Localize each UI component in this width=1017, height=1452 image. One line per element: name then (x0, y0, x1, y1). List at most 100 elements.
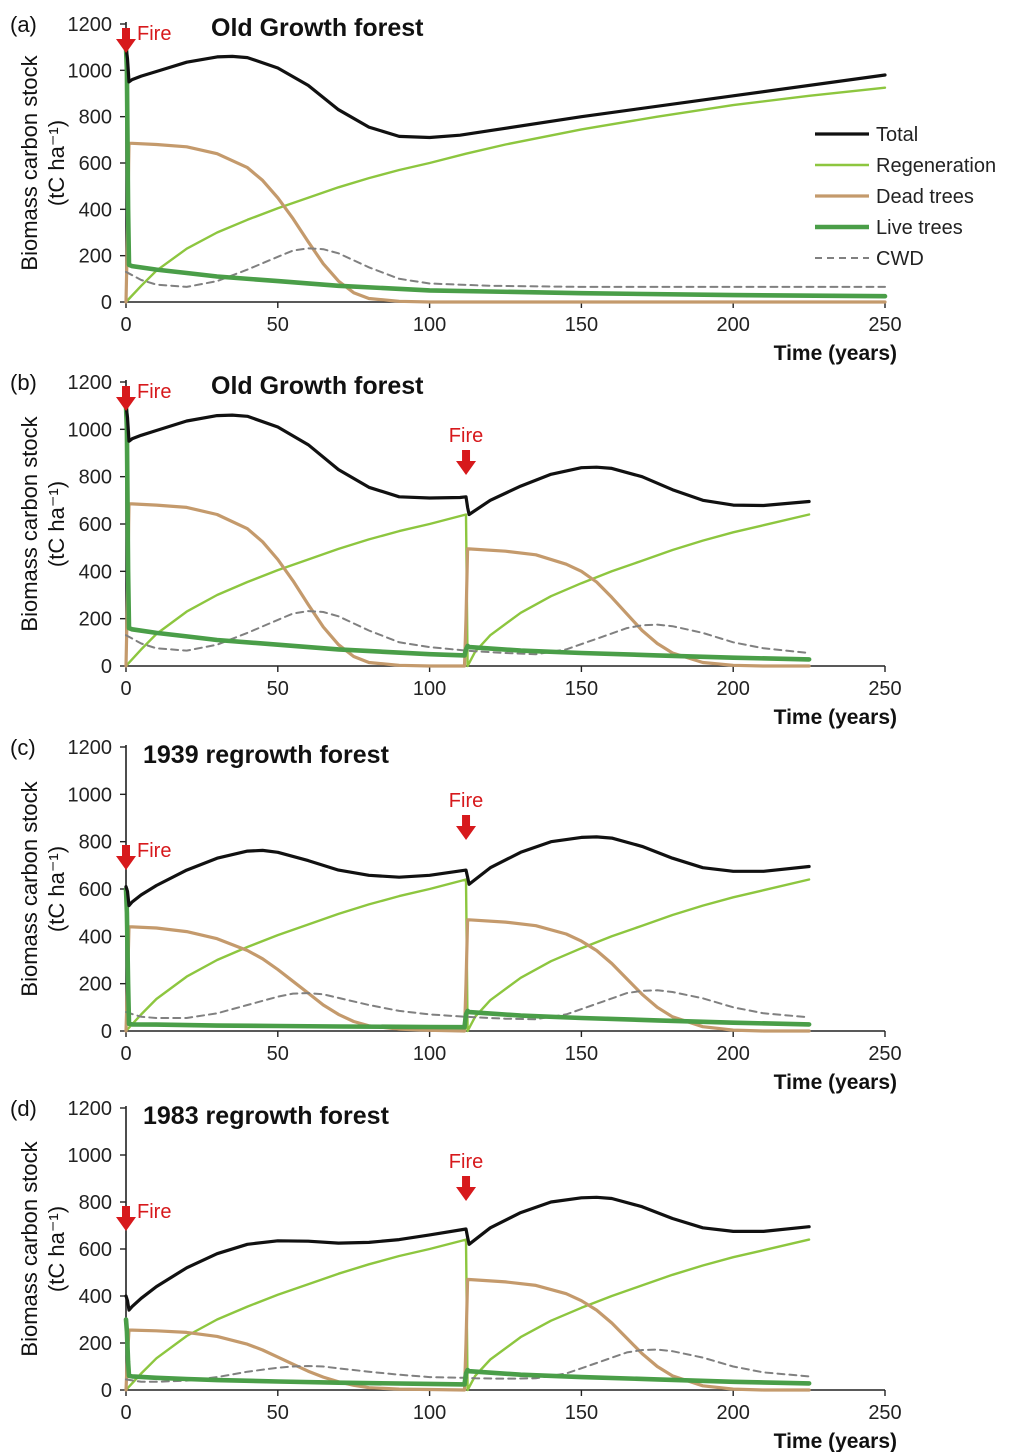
x-tick-label: 50 (267, 678, 289, 700)
fire-label: Fire (137, 1201, 171, 1223)
fire-marker: Fire (449, 425, 483, 475)
series-line-total (126, 837, 809, 906)
fire-label: Fire (449, 1151, 483, 1173)
y-tick-label: 200 (79, 246, 112, 268)
y-axis-label-unit: (tC ha⁻¹) (44, 120, 69, 206)
legend: Total Regeneration Dead trees Live trees CWD (815, 124, 996, 270)
x-tick-label: 0 (120, 314, 131, 336)
y-axis-label: Biomass carbon stock (17, 54, 42, 270)
x-tick-label: 200 (717, 678, 750, 700)
fire-marker: Fire (116, 381, 171, 411)
y-axis-label-unit: (tC ha⁻¹) (44, 481, 69, 567)
chart-panel-3: 0200400600800100012000 50 100 150 200 250Time… (10, 735, 902, 1094)
y-tick-label: 200 (79, 609, 112, 631)
series-line-live-trees (126, 47, 885, 296)
x-tick-label: 250 (868, 1043, 901, 1065)
y-axis-label-unit: (tC ha⁻¹) (44, 846, 69, 932)
fire-label: Fire (137, 23, 171, 45)
fire-marker: Fire (116, 1201, 171, 1231)
x-tick-label: 150 (565, 1402, 598, 1424)
y-axis-label: Biomass carbon stock (17, 415, 42, 631)
fire-arrow-icon (456, 815, 476, 840)
series-line-regeneration (126, 88, 885, 302)
panel-label: (b) (10, 370, 37, 395)
chart-panel-2: 0 200 400 600 800 1000 1200 0 50 100 150 200 250 Time… (10, 370, 902, 729)
x-tick-label: 100 (413, 1043, 446, 1065)
y-tick-label: 1000 (68, 419, 113, 441)
y-tick-label: 400 (79, 1286, 112, 1308)
y-tick-label: 200 (79, 974, 112, 996)
y-axis-label: Biomass carbon stock (17, 1140, 42, 1356)
y-tick-label: 0 (101, 1021, 112, 1043)
legend-label: Total (876, 124, 918, 146)
series-line-cwd (126, 248, 885, 287)
x-tick-label: 0 (120, 1402, 131, 1424)
y-tick-label: 1000 (68, 784, 113, 806)
y-tick-label: 600 (79, 1239, 112, 1261)
y-tick-label: 0 (101, 656, 112, 678)
x-tick-label: 250 (868, 678, 901, 700)
x-axis-label: Time (years) (774, 342, 897, 365)
fire-arrow-icon (116, 386, 136, 411)
panel-label: (a) (10, 12, 37, 37)
x-tick-label: 100 (413, 678, 446, 700)
y-axis-label-unit: (tC ha⁻¹) (44, 1206, 69, 1292)
y-tick-label: 400 (79, 199, 112, 221)
y-tick-label: 600 (79, 514, 112, 536)
y-tick-label: 600 (79, 879, 112, 901)
x-tick-label: 50 (267, 314, 289, 336)
x-tick-label: 50 (267, 1402, 289, 1424)
y-tick-label: 200 (79, 1333, 112, 1355)
x-tick-label: 250 (868, 1402, 901, 1424)
legend-label: Regeneration (876, 155, 996, 177)
y-tick-label: 800 (79, 1192, 112, 1214)
x-axis-label: Time (years) (774, 706, 897, 729)
series-line-total (126, 47, 885, 137)
x-axis-label: Time (years) (774, 1430, 897, 1452)
fire-marker: Fire (449, 790, 483, 840)
legend-label: Dead trees (876, 186, 974, 208)
fire-arrow-icon (456, 1176, 476, 1201)
fire-label: Fire (449, 790, 483, 812)
y-tick-label: 800 (79, 107, 112, 129)
x-axis-label: Time (years) (774, 1071, 897, 1094)
y-tick-label: 400 (79, 561, 112, 583)
fire-marker: Fire (449, 1151, 483, 1201)
fire-label: Fire (137, 381, 171, 403)
x-tick-label: 150 (565, 314, 598, 336)
x-tick-label: 100 (413, 1402, 446, 1424)
x-tick-label: 150 (565, 678, 598, 700)
chart-panel-1: 0 200 400 600 800 1000 1200 0 50 100 150 200 250 Time… (10, 12, 902, 365)
x-tick-label: 0 (120, 1043, 131, 1065)
fire-arrow-icon (116, 1206, 136, 1231)
legend-label: CWD (876, 248, 924, 270)
x-tick-label: 0 (120, 678, 131, 700)
x-tick-label: 50 (267, 1043, 289, 1065)
x-tick-label: 200 (717, 1402, 750, 1424)
y-tick-label: 0 (101, 292, 112, 314)
x-tick-label: 200 (717, 314, 750, 336)
y-tick-label: 800 (79, 467, 112, 489)
y-axis-label: Biomass carbon stock (17, 780, 42, 996)
fire-arrow-icon (116, 28, 136, 53)
legend-label: Live trees (876, 217, 963, 239)
panel-label: (c) (10, 735, 36, 760)
y-tick-label: 0 (101, 1380, 112, 1402)
chart-title: Old Growth forest (211, 372, 424, 400)
fire-label: Fire (137, 840, 171, 862)
fire-label: Fire (449, 425, 483, 447)
fire-arrow-icon (456, 450, 476, 475)
chart-title: Old Growth forest (211, 14, 424, 42)
x-tick-label: 200 (717, 1043, 750, 1065)
y-tick-label: 1000 (68, 60, 113, 82)
y-tick-label: 1000 (68, 1145, 113, 1167)
y-tick-label: 1200 (68, 14, 113, 36)
panel-label: (d) (10, 1096, 37, 1121)
fire-marker: Fire (116, 840, 171, 870)
chart-title: 1939 regrowth forest (143, 741, 390, 769)
fire-marker: Fire (116, 23, 171, 53)
y-tick-label: 600 (79, 153, 112, 175)
y-tick-label: 1200 (68, 737, 113, 759)
